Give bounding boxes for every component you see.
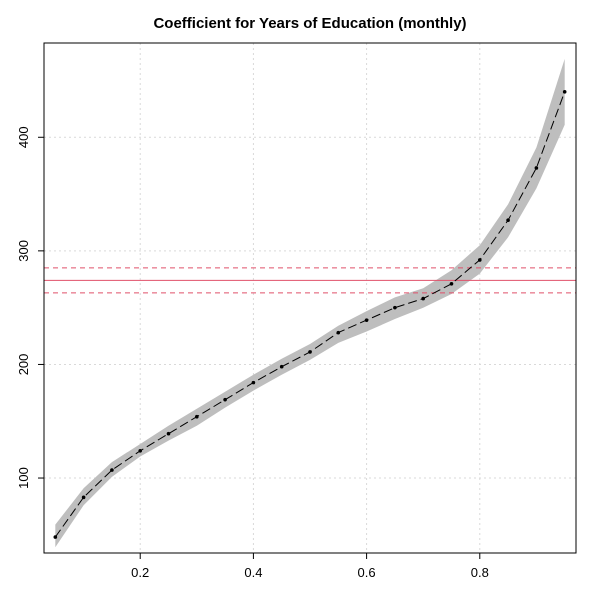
coefficient-points xyxy=(53,90,567,539)
coefficient-point xyxy=(562,90,567,94)
x-tick-label: 0.8 xyxy=(471,565,489,580)
coefficient-point xyxy=(308,350,312,354)
coefficient-point xyxy=(81,495,86,500)
coefficient-line xyxy=(54,91,566,538)
y-tick-label: 300 xyxy=(16,240,31,262)
axes: 0.2 0.4 0.6 0.8 100 200 300 400 xyxy=(16,126,489,580)
grid xyxy=(44,43,576,553)
coefficient-point xyxy=(195,414,199,419)
coefficient-point xyxy=(279,364,284,369)
coefficient-point xyxy=(477,258,482,262)
coefficient-point xyxy=(53,535,58,539)
chart-title: Coefficient for Years of Education (mont… xyxy=(153,15,466,32)
coefficient-point xyxy=(223,397,227,402)
coefficient-point xyxy=(449,282,454,286)
y-tick-label: 400 xyxy=(16,126,31,148)
x-tick-label: 0.4 xyxy=(244,565,262,580)
coefficient-point xyxy=(138,448,143,453)
coefficient-point xyxy=(421,296,425,301)
x-tick-label: 0.6 xyxy=(358,565,376,580)
plot-frame xyxy=(43,42,577,554)
coefficient-series-line xyxy=(54,91,566,538)
coefficient-point xyxy=(251,380,256,385)
y-tick-label: 200 xyxy=(16,354,31,376)
reference-lines xyxy=(44,267,576,294)
confidence-band xyxy=(55,58,565,548)
coefficient-point xyxy=(336,330,341,335)
x-tick-label: 0.2 xyxy=(131,565,149,580)
coefficient-point xyxy=(393,305,397,310)
confidence-band-area xyxy=(55,58,565,548)
coefficient-point xyxy=(364,318,369,322)
coefficient-point xyxy=(166,431,171,436)
coefficient-point xyxy=(534,166,539,170)
coefficient-point xyxy=(506,218,510,222)
coefficient-point xyxy=(110,468,114,472)
y-tick-label: 100 xyxy=(16,467,31,489)
